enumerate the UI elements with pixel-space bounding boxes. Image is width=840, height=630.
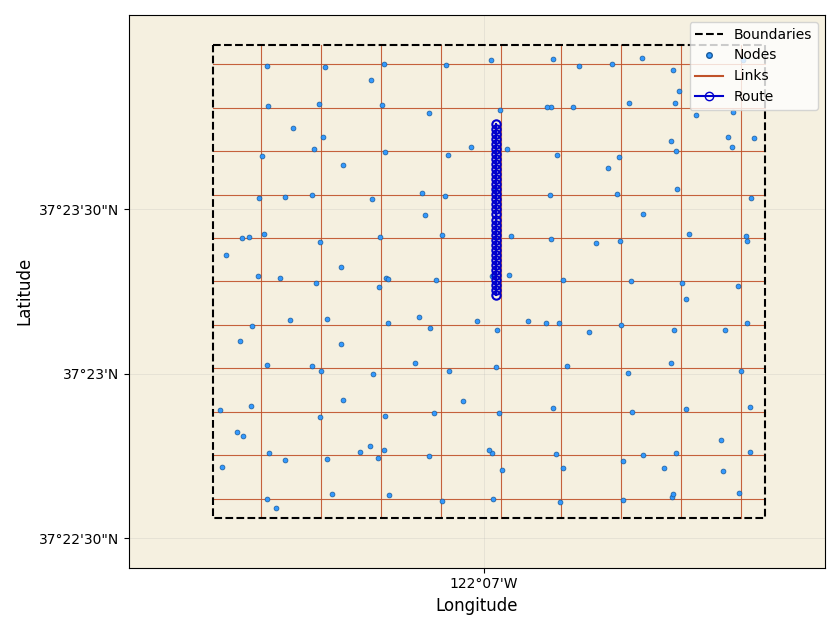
Route [491, 130, 501, 137]
Nodes [239, 432, 249, 439]
Route [491, 282, 501, 289]
Route [491, 236, 501, 244]
Route [491, 215, 501, 223]
Route [491, 220, 501, 228]
Nodes [487, 495, 497, 502]
Nodes [215, 406, 225, 413]
Nodes [271, 505, 281, 512]
Boundaries [207, 515, 218, 522]
Route [491, 175, 501, 183]
Y-axis label: Latitude: Latitude [15, 257, 33, 326]
Route [491, 195, 501, 203]
Route [491, 210, 501, 218]
Nodes [417, 190, 428, 197]
Route [491, 226, 501, 234]
Route [491, 170, 501, 178]
Line: Boundaries: Boundaries [213, 45, 765, 518]
Boundaries [207, 41, 218, 49]
Route [491, 180, 501, 188]
Route [491, 292, 501, 299]
Nodes [552, 152, 562, 159]
Route [491, 200, 501, 208]
X-axis label: Longitude: Longitude [435, 597, 518, 615]
Route [491, 261, 501, 269]
Route [491, 125, 501, 132]
Route [491, 160, 501, 168]
Route [491, 251, 501, 259]
Route [491, 205, 501, 213]
Route [491, 231, 501, 239]
Boundaries [760, 515, 770, 522]
Route [491, 190, 501, 198]
Route [491, 266, 501, 274]
Route [491, 287, 501, 294]
Route [491, 150, 501, 158]
Nodes [262, 496, 272, 503]
Route [491, 277, 501, 284]
Route [491, 140, 501, 147]
Route [491, 272, 501, 279]
Line: Route: Route [491, 120, 500, 299]
Nodes [490, 185, 500, 193]
Route [491, 185, 501, 193]
Route [491, 165, 501, 173]
Route [491, 246, 501, 254]
Route [491, 155, 501, 163]
Route [491, 135, 501, 142]
Route [491, 145, 501, 152]
Boundaries [207, 41, 218, 49]
Route [491, 256, 501, 264]
Nodes [637, 54, 647, 62]
Nodes [741, 232, 751, 240]
Legend: Boundaries, Nodes, Links, Route: Boundaries, Nodes, Links, Route [690, 22, 818, 110]
Route [491, 120, 501, 127]
Line: Nodes: Nodes [218, 55, 756, 511]
Route [491, 241, 501, 249]
Boundaries [760, 41, 770, 49]
